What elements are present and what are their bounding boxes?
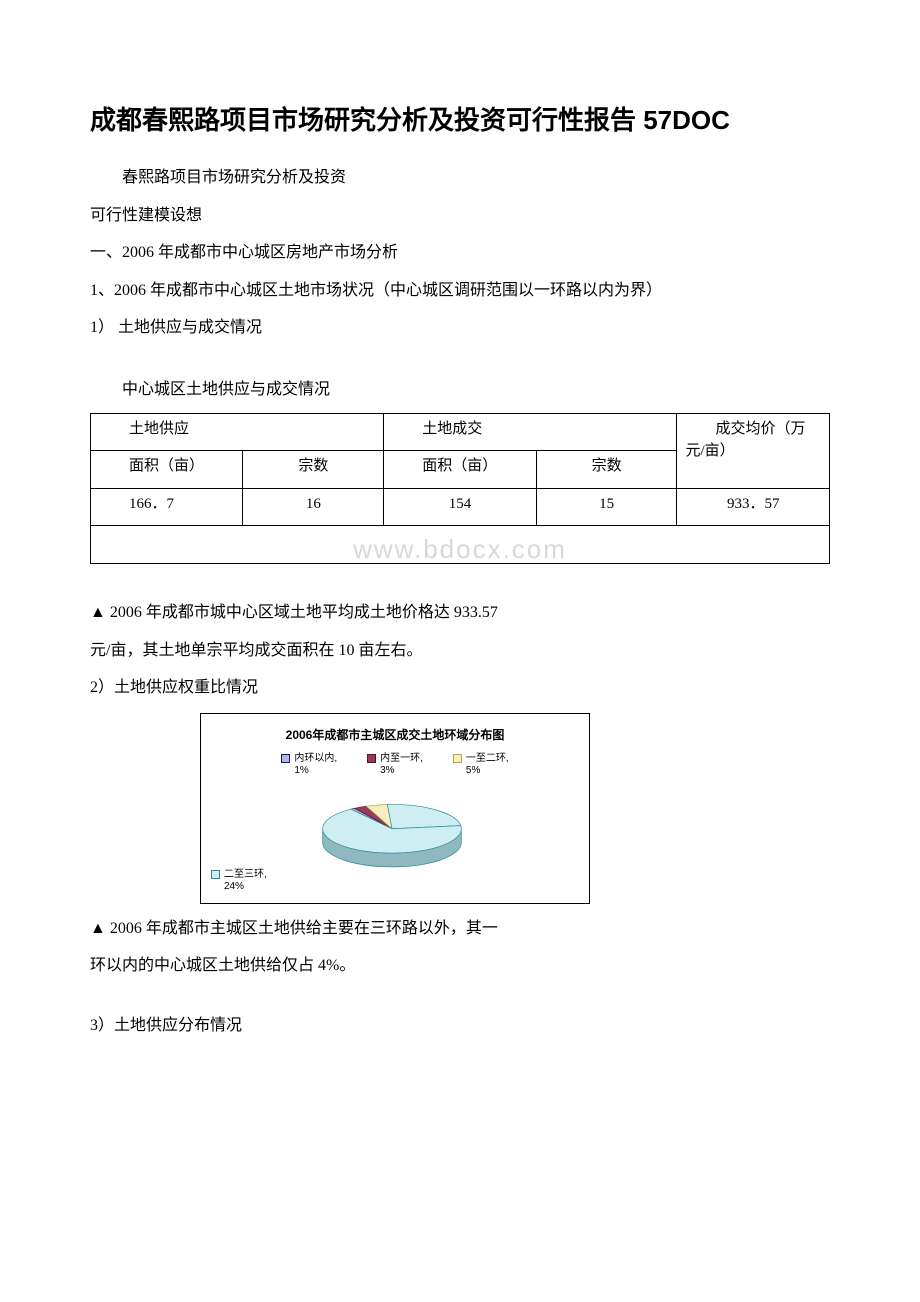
cell-supply-count: 16 xyxy=(243,488,384,526)
paragraph: 1、2006 年成都市中心城区土地市场状况（中心城区调研范围以一环路以内为界） xyxy=(90,274,830,308)
doc-title: 成都春熙路项目市场研究分析及投资可行性报告 57DOC xyxy=(90,100,830,137)
cell-deal-area: 154 xyxy=(384,488,536,526)
heading-1: 一、2006 年成都市中心城区房地产市场分析 xyxy=(90,236,830,270)
cell-supply-area: 166．7 xyxy=(91,488,243,526)
table-row-empty: www.bdocx.com xyxy=(91,526,830,564)
table-row: 166．7 16 154 15 933．57 xyxy=(91,488,830,526)
chart-title: 2006年成都市主城区成交土地环域分布图 xyxy=(207,726,583,743)
paragraph: ▲ 2006 年成都市城中心区域土地平均成土地价格达 933.57 xyxy=(90,596,830,630)
paragraph: 1） 土地供应与成交情况 xyxy=(90,311,830,345)
col-avg: 成交均价（万元/亩） xyxy=(677,413,830,488)
table-caption: 中心城区土地供应与成交情况 xyxy=(90,373,830,407)
chart-canvas: 二至三环,24% xyxy=(207,783,583,893)
legend-item: 一至二环,5% xyxy=(453,753,509,777)
legend-label: 内至一环,3% xyxy=(380,753,423,777)
legend-label: 二至三环,24% xyxy=(224,869,267,893)
watermark-text: www.bdocx.com xyxy=(91,530,829,569)
col-deal-count: 宗数 xyxy=(536,451,677,489)
legend-swatch xyxy=(281,754,290,763)
legend-item: 内环以内,1% xyxy=(281,753,337,777)
cell-avg: 933．57 xyxy=(677,488,830,526)
paragraph: 元/亩，其土地单宗平均成交面积在 10 亩左右。 xyxy=(90,634,830,668)
legend-swatch xyxy=(211,870,220,879)
document-page: 成都春熙路项目市场研究分析及投资可行性报告 57DOC 春熙路项目市场研究分析及… xyxy=(0,0,920,1107)
paragraph: 3）土地供应分布情况 xyxy=(90,1009,830,1043)
cell-deal-count: 15 xyxy=(536,488,677,526)
pie-svg xyxy=(297,801,487,879)
pie-chart: 2006年成都市主城区成交土地环域分布图 内环以内,1% 内至一环,3% 一至二… xyxy=(200,713,590,904)
legend-label: 内环以内,1% xyxy=(294,753,337,777)
col-deal: 土地成交 xyxy=(384,413,677,451)
col-supply-count: 宗数 xyxy=(243,451,384,489)
legend-swatch xyxy=(367,754,376,763)
col-supply: 土地供应 xyxy=(91,413,384,451)
paragraph: ▲ 2006 年成都市主城区土地供给主要在三环路以外，其一 xyxy=(90,912,830,946)
legend-label: 一至二环,5% xyxy=(466,753,509,777)
table-header-row: 土地供应 土地成交 成交均价（万元/亩） xyxy=(91,413,830,451)
chart-legend-top: 内环以内,1% 内至一环,3% 一至二环,5% xyxy=(207,753,583,777)
legend-item: 二至三环,24% xyxy=(211,869,267,893)
col-deal-area: 面积（亩） xyxy=(384,451,536,489)
paragraph: 可行性建模设想 xyxy=(90,199,830,233)
land-supply-table: 土地供应 土地成交 成交均价（万元/亩） 面积（亩） 宗数 面积（亩） 宗数 1… xyxy=(90,413,830,565)
paragraph: 2）土地供应权重比情况 xyxy=(90,671,830,705)
paragraph: 春熙路项目市场研究分析及投资 xyxy=(90,161,830,195)
legend-swatch xyxy=(453,754,462,763)
paragraph: 环以内的中心城区土地供给仅占 4%。 xyxy=(90,949,830,983)
legend-item: 内至一环,3% xyxy=(367,753,423,777)
col-supply-area: 面积（亩） xyxy=(91,451,243,489)
